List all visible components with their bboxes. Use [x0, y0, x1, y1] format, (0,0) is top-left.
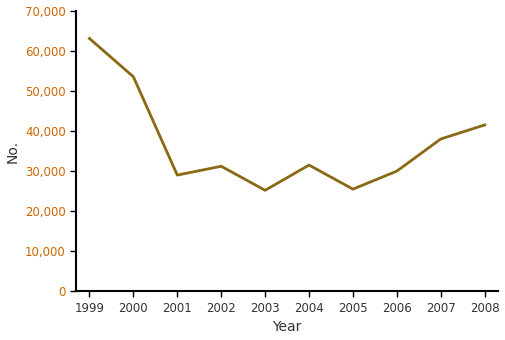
Y-axis label: No.: No. — [6, 139, 20, 163]
X-axis label: Year: Year — [272, 320, 301, 335]
